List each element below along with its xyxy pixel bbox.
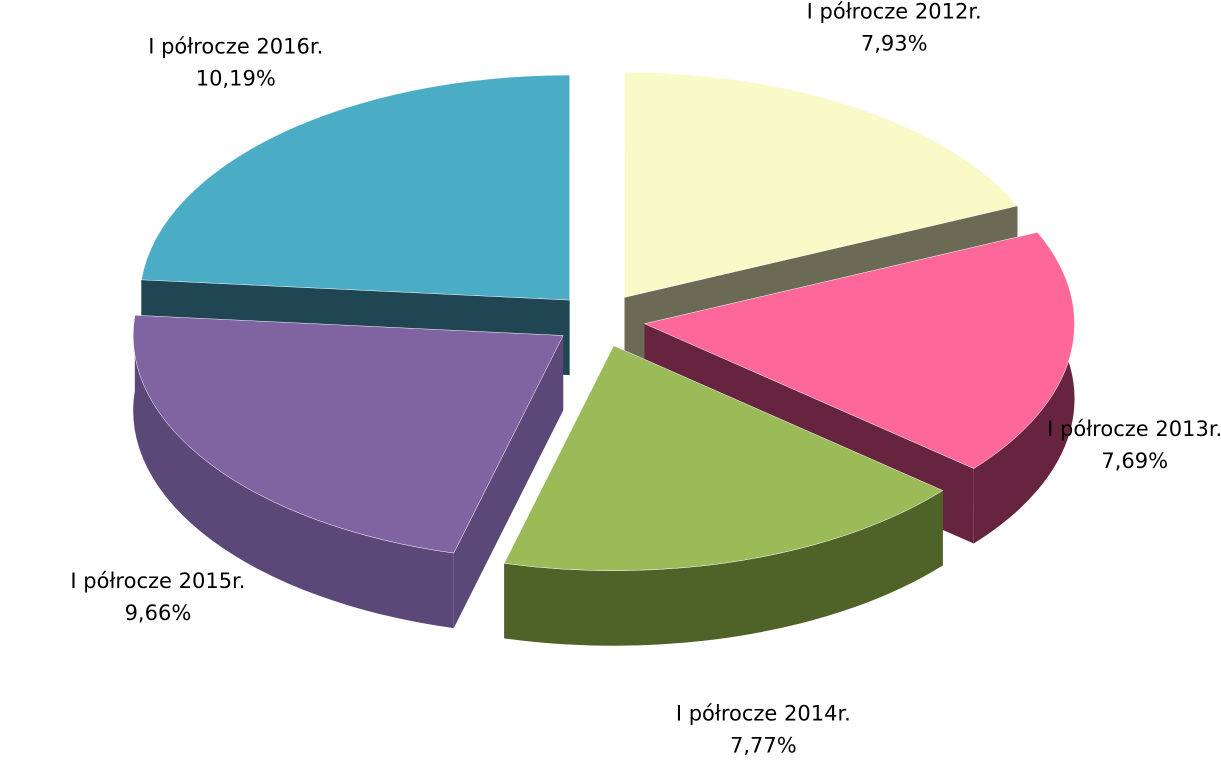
slice xyxy=(503,345,944,571)
slice-value-label: 9,66% xyxy=(125,601,192,625)
slice-value-label: 7,69% xyxy=(1101,449,1168,473)
slice-label: I półrocze 2015r. xyxy=(70,569,245,593)
slice-label: I półrocze 2013r. xyxy=(1047,417,1221,441)
slice xyxy=(643,232,1075,469)
slice-value-label: 7,93% xyxy=(861,32,928,56)
slice-value-label: 7,77% xyxy=(730,734,797,758)
slice-side xyxy=(504,490,943,646)
slice xyxy=(132,315,564,554)
slice-label: I półrocze 2016r. xyxy=(148,35,323,59)
slice-label: I półrocze 2014r. xyxy=(676,702,851,726)
slice-side xyxy=(133,315,454,629)
slice xyxy=(141,74,570,301)
slice xyxy=(624,72,1018,298)
slice-label: I półrocze 2012r. xyxy=(807,0,982,24)
slice-value-label: 10,19% xyxy=(196,67,276,91)
